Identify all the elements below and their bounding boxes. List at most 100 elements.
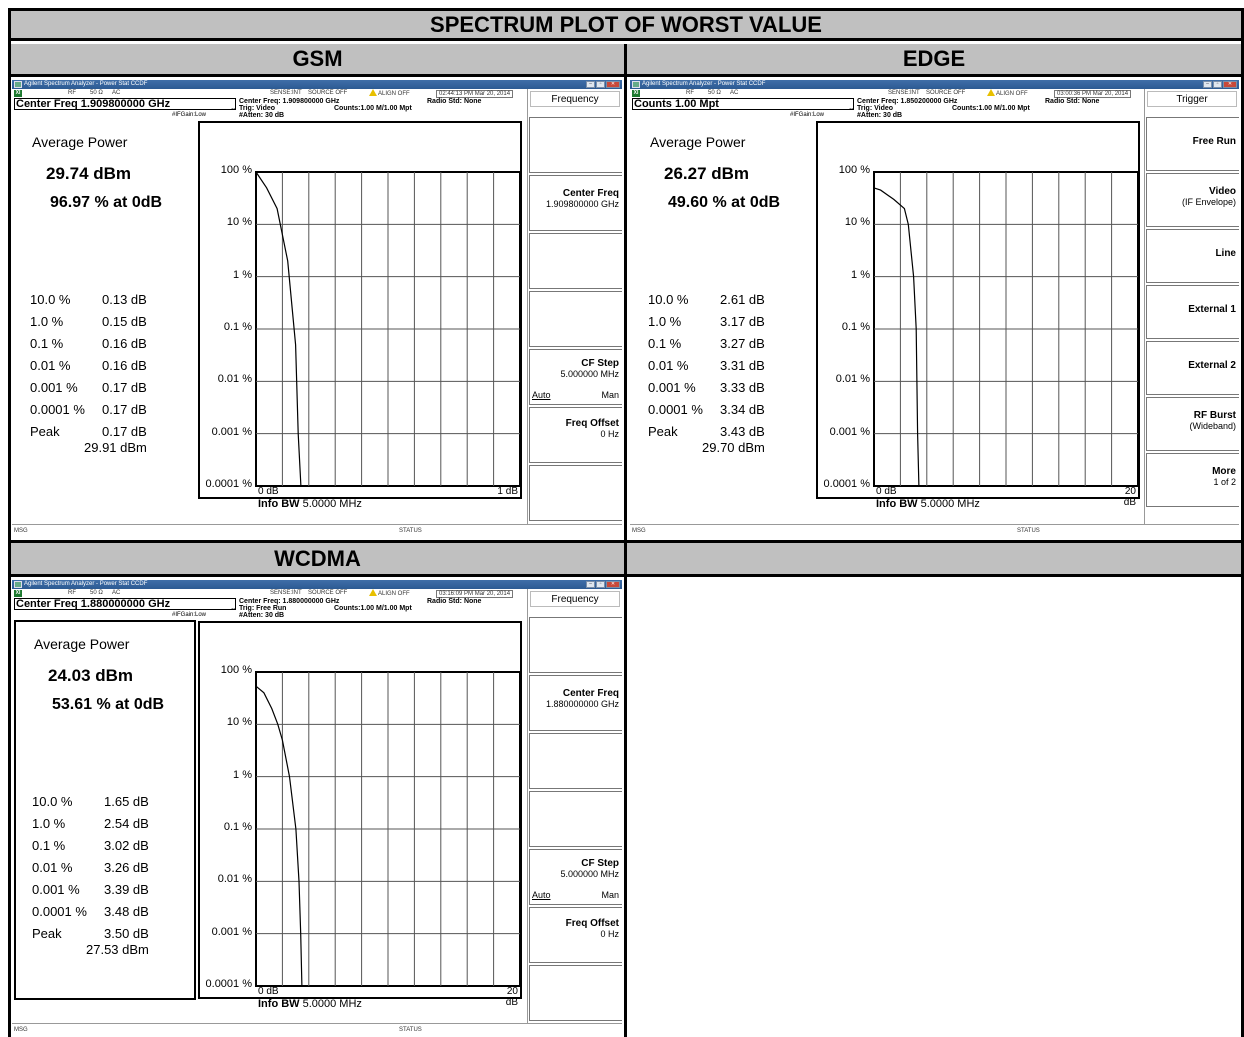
softkey-panel: Trigger Free Run Video (IF Envelope) Line Ext… — [1144, 89, 1239, 524]
percent-at-0db: 96.97 % at 0dB — [50, 194, 163, 211]
info-bw: Info BW 5.0000 MHz — [876, 498, 980, 510]
softkey-label: Line — [1215, 248, 1236, 259]
message-bar: MSG STATUS — [12, 524, 622, 538]
blank-softkey[interactable] — [529, 733, 622, 789]
restore-button[interactable]: ▫ — [596, 81, 605, 88]
ccdf-value: 1.65 dB — [104, 794, 149, 809]
ccdf-row: 10.0 % 0.13 dB — [30, 292, 147, 307]
y-tick-label: 0.001 % — [211, 425, 252, 438]
empty-section-label — [627, 543, 1241, 577]
edge-analyzer-screenshot: Agilent Spectrum Analyzer - Power Stat C… — [630, 80, 1239, 538]
ccdf-value: 3.34 dB — [720, 402, 765, 417]
center-freq-softkey[interactable]: Center Freq 1.909800000 GHz — [529, 175, 622, 231]
active-function-readout[interactable]: Center Freq 1.909800000 GHz — [14, 98, 236, 110]
ccdf-graph — [255, 671, 521, 987]
rf-label: RF — [68, 90, 76, 96]
ccdf-percent: 1.0 % — [32, 816, 66, 831]
warning-icon — [987, 89, 995, 96]
ccdf-row: 10.0 % 2.61 dB — [648, 292, 765, 307]
row-divider — [11, 540, 1241, 543]
ccdf-percent: 10.0 % — [32, 794, 73, 809]
softkey-value: 1.909800000 GHz — [545, 199, 619, 209]
softkey-label: More — [1212, 466, 1236, 477]
ccdf-row: 0.1 % 3.02 dB — [32, 838, 149, 853]
minimize-button[interactable]: – — [1203, 81, 1212, 88]
average-power-title: Average Power — [34, 636, 130, 652]
close-button[interactable]: ✕ — [606, 81, 620, 88]
trigger-arrow-icon: ↔ — [230, 605, 237, 612]
external2-softkey[interactable]: External 2 — [1146, 341, 1239, 395]
ccdf-trace — [255, 685, 303, 987]
ccdf-row: 0.1 % 3.27 dB — [648, 336, 765, 351]
softkey-value: 1.880000000 GHz — [545, 699, 619, 709]
ccdf-value: 0.17 dB — [102, 380, 147, 395]
softkey-label: External 1 — [1188, 304, 1236, 315]
instrument-status-row: XI RF 50 Ω AC SENSE:INT SOURCE OFF ALIGN… — [630, 89, 1144, 98]
softkey-sublabel: (IF Envelope) — [1181, 197, 1236, 207]
blank-softkey[interactable] — [529, 465, 622, 521]
ccdf-value: 3.17 dB — [720, 314, 765, 329]
ccdf-row: 0.0001 % 3.34 dB — [648, 402, 765, 417]
line-softkey[interactable]: Line — [1146, 229, 1239, 283]
rf-burst-softkey[interactable]: RF Burst (Wideband) — [1146, 397, 1239, 451]
ccdf-value: 3.26 dB — [104, 860, 149, 875]
restore-button[interactable]: ▫ — [1213, 81, 1222, 88]
restore-button[interactable]: ▫ — [596, 581, 605, 588]
external1-softkey[interactable]: External 1 — [1146, 285, 1239, 339]
ccdf-value: 3.48 dB — [104, 904, 149, 919]
close-button[interactable]: ✕ — [1223, 81, 1237, 88]
freq-offset-softkey[interactable]: Freq Offset 0 Hz — [529, 907, 622, 963]
close-button[interactable]: ✕ — [606, 581, 620, 588]
app-icon — [632, 81, 640, 88]
y-tick-label: 0.001 % — [829, 425, 870, 438]
softkey-value: 0 Hz — [600, 429, 619, 439]
peak-row: Peak 0.17 dB — [30, 424, 147, 439]
ccdf-row: 0.001 % 3.39 dB — [32, 882, 149, 897]
free-run-softkey[interactable]: Free Run — [1146, 117, 1239, 171]
y-tick-label: 0.0001 % — [205, 478, 252, 490]
video-softkey[interactable]: Video (IF Envelope) — [1146, 173, 1239, 227]
softkey-label: CF Step — [581, 858, 619, 869]
blank-softkey[interactable] — [529, 291, 622, 347]
active-function-readout[interactable]: Counts 1.00 Mpt — [632, 98, 854, 110]
rf-label: RF — [68, 590, 76, 596]
y-tick-label: 0.01 % — [217, 373, 252, 386]
average-power-value: 24.03 dBm — [48, 666, 134, 685]
ccdf-percent: 0.001 % — [30, 380, 78, 395]
ccdf-value: 0.17 dB — [102, 402, 147, 417]
cf-step-softkey[interactable]: CF Step 5.000000 MHz Auto Man — [529, 349, 622, 405]
freq-offset-softkey[interactable]: Freq Offset 0 Hz — [529, 407, 622, 463]
softkey-menu-title: Frequency — [530, 91, 620, 107]
gsm-analyzer-screenshot: Agilent Spectrum Analyzer - Power Stat C… — [12, 80, 622, 538]
ccdf-value: 3.27 dB — [720, 336, 765, 351]
blank-softkey[interactable] — [529, 965, 622, 1021]
ccdf-row: 0.0001 % 0.17 dB — [30, 402, 147, 417]
more-softkey[interactable]: More 1 of 2 — [1146, 453, 1239, 507]
indicator-badge: XI — [14, 590, 22, 597]
center-freq-softkey[interactable]: Center Freq 1.880000000 GHz — [529, 675, 622, 731]
window-title: Agilent Spectrum Analyzer - Power Stat C… — [24, 581, 148, 587]
softkey-label: Free Run — [1192, 136, 1236, 147]
source-label: SOURCE OFF — [308, 590, 348, 596]
blank-softkey[interactable] — [529, 791, 622, 847]
ccdf-row: 0.0001 % 3.48 dB — [32, 904, 149, 919]
minimize-button[interactable]: – — [586, 81, 595, 88]
settings-info: Center Freq: 1.880000000 GHz Radio Std: N… — [239, 598, 482, 619]
ccdf-percent: 0.0001 % — [32, 904, 87, 919]
blank-softkey[interactable] — [529, 233, 622, 289]
blank-softkey[interactable] — [529, 117, 622, 173]
y-tick-label: 0.01 % — [835, 373, 870, 386]
window-title-bar: Agilent Spectrum Analyzer - Power Stat C… — [630, 80, 1239, 89]
softkey-menu-title: Frequency — [530, 591, 620, 607]
softkey-auto: Auto — [532, 890, 551, 900]
window-title-bar: Agilent Spectrum Analyzer - Power Stat C… — [12, 80, 622, 89]
ccdf-row: 0.01 % 3.31 dB — [648, 358, 765, 373]
cf-step-softkey[interactable]: CF Step 5.000000 MHz Auto Man — [529, 849, 622, 905]
minimize-button[interactable]: – — [586, 581, 595, 588]
coupling-label: AC — [730, 90, 739, 96]
peak-dbm: 29.91 dBm — [84, 440, 147, 455]
average-power-title: Average Power — [650, 134, 746, 150]
source-label: SOURCE OFF — [308, 90, 348, 96]
blank-softkey[interactable] — [529, 617, 622, 673]
active-function-readout[interactable]: Center Freq 1.880000000 GHz — [14, 598, 236, 610]
